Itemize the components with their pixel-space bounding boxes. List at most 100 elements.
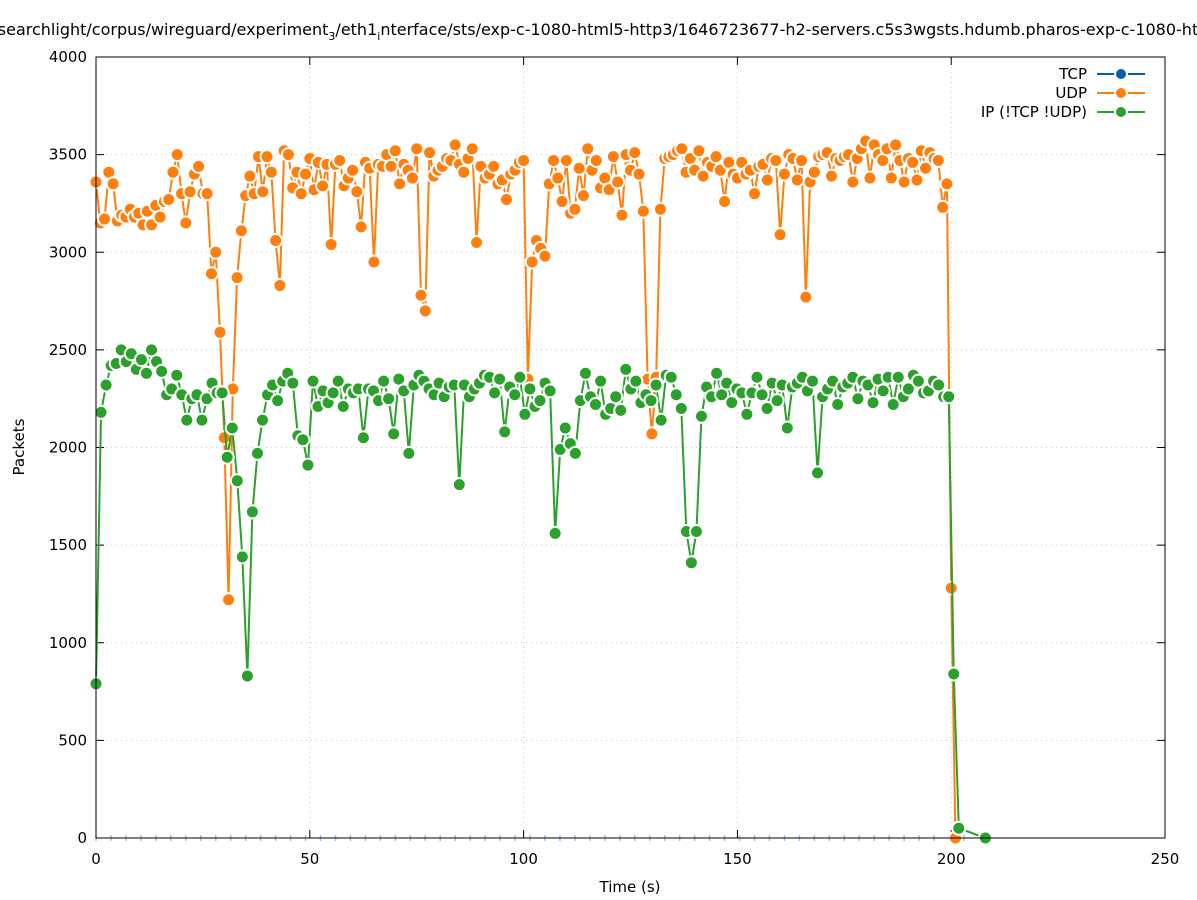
- data-point: [806, 164, 822, 180]
- data-point: [643, 393, 659, 409]
- data-point: [323, 236, 339, 252]
- data-point: [567, 445, 583, 461]
- data-point: [315, 178, 331, 194]
- data-point: [547, 525, 563, 541]
- data-point: [229, 473, 245, 489]
- data-point: [152, 209, 168, 225]
- y-tick-label: 3500: [49, 146, 87, 164]
- data-point: [776, 166, 792, 182]
- y-tick-label: 2000: [49, 439, 87, 457]
- x-tick-label: 50: [300, 850, 319, 868]
- y-tick-label: 1000: [49, 634, 87, 652]
- x-axis-label: Time (s): [599, 878, 661, 896]
- data-point: [772, 227, 788, 243]
- data-point: [759, 400, 775, 416]
- plot-border: [95, 56, 1166, 839]
- legend-marker: [1114, 86, 1128, 100]
- title-part: nterface/sts/exp-c-1080-html5-http3/1646…: [380, 20, 1197, 39]
- data-point: [588, 397, 604, 413]
- data-point: [708, 149, 724, 165]
- data-point: [693, 408, 709, 424]
- data-point: [487, 385, 503, 401]
- data-point: [691, 143, 707, 159]
- data-point: [203, 266, 219, 282]
- grid: [96, 57, 1165, 838]
- data-point: [349, 184, 365, 200]
- data-point: [571, 160, 587, 176]
- data-point: [810, 465, 826, 481]
- data-point: [674, 141, 690, 157]
- data-point: [242, 168, 258, 184]
- data-point: [224, 420, 240, 436]
- data-point: [161, 192, 177, 208]
- data-point: [270, 393, 286, 409]
- data-point: [98, 377, 114, 393]
- data-point: [332, 152, 348, 168]
- data-point: [537, 248, 553, 264]
- data-point: [413, 287, 429, 303]
- data-point: [263, 164, 279, 180]
- legend-label: IP (!TCP !UDP): [981, 103, 1087, 121]
- data-point: [605, 149, 621, 165]
- data-point: [259, 149, 275, 165]
- data-point: [862, 170, 878, 186]
- data-point: [191, 158, 207, 174]
- data-point: [268, 233, 284, 249]
- data-point: [683, 555, 699, 571]
- data-point: [404, 170, 420, 186]
- data-point: [486, 158, 502, 174]
- data-point: [930, 152, 946, 168]
- data-point: [335, 398, 351, 414]
- data-point: [456, 164, 472, 180]
- data-point: [233, 223, 249, 239]
- data-point: [695, 168, 711, 184]
- data-point: [376, 373, 392, 389]
- y-axis-label: Packets: [10, 418, 28, 475]
- data-point: [105, 176, 121, 192]
- data-point: [580, 141, 596, 157]
- data-point: [386, 426, 402, 442]
- data-point: [946, 666, 962, 682]
- data-point: [613, 402, 629, 418]
- x-tick-label: 100: [509, 850, 538, 868]
- data-point: [557, 420, 573, 436]
- data-point: [492, 371, 508, 387]
- data-point: [717, 193, 733, 209]
- data-point: [330, 373, 346, 389]
- data-point: [709, 365, 725, 381]
- legend-label: UDP: [1055, 84, 1087, 102]
- data-point: [618, 361, 634, 377]
- data-point: [546, 152, 562, 168]
- data-point: [909, 172, 925, 188]
- data-point: [759, 172, 775, 188]
- data-point: [280, 147, 296, 163]
- y-tick-label: 500: [58, 731, 87, 749]
- data-point: [522, 381, 538, 397]
- data-point: [939, 176, 955, 192]
- data-point: [542, 383, 558, 399]
- data-point: [409, 141, 425, 157]
- x-tick-label: 250: [1151, 850, 1180, 868]
- data-point: [229, 270, 245, 286]
- data-point: [628, 373, 644, 389]
- data-point: [234, 549, 250, 565]
- data-point: [588, 152, 604, 168]
- y-tick-label: 0: [77, 829, 87, 847]
- data-point: [663, 369, 679, 385]
- data-point: [517, 406, 533, 422]
- data-point: [138, 365, 154, 381]
- data-point: [199, 186, 215, 202]
- series-udp: [88, 133, 963, 846]
- legend-label: TCP: [1058, 65, 1087, 83]
- data-point: [550, 170, 566, 186]
- data-point: [951, 820, 967, 836]
- data-point: [794, 152, 810, 168]
- data-point: [345, 162, 361, 178]
- data-point: [890, 369, 906, 385]
- data-point: [422, 145, 438, 161]
- data-point: [182, 184, 198, 200]
- data-point: [865, 395, 881, 411]
- data-point: [789, 172, 805, 188]
